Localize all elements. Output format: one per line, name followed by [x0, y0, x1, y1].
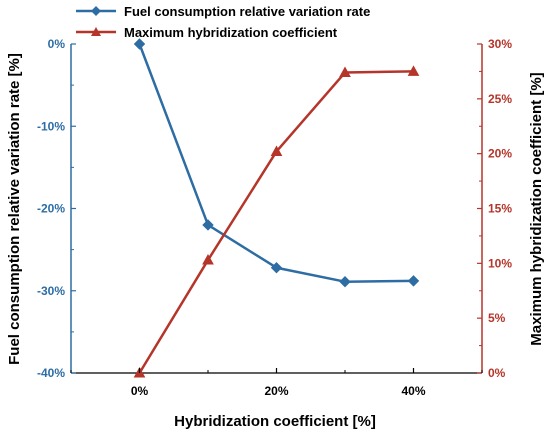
tick-layer: 0% -10% -20% -30% -40% 0% 5% 10% 15% 20% 25% 30% 0% 2… [37, 37, 512, 398]
fuel-consumption-point [339, 275, 351, 288]
legend-diamond-marker [91, 6, 101, 16]
legend-label-hybrid: Maximum hybridization coefficient [124, 25, 338, 40]
fuel-consumption-point [133, 38, 146, 50]
hybridization-point [202, 254, 214, 265]
hybridization-point [407, 65, 420, 76]
y-right-tick-label: 5% [488, 311, 506, 325]
plot-area [70, 44, 483, 374]
series-layer [133, 38, 420, 378]
legend: Fuel consumption relative variation rate… [76, 4, 370, 40]
y-left-tick-label: -20% [37, 202, 65, 216]
fuel-consumption-point [270, 262, 283, 274]
legend-triangle-marker [91, 27, 101, 36]
fuel-consumption-line [138, 43, 414, 283]
x-tick-label: 0% [131, 384, 149, 398]
y-left-tick-label: -40% [37, 366, 65, 380]
x-tick-label: 40% [401, 384, 425, 398]
y-right-axis-label: Maximum hybridization coefficient [%] [528, 72, 545, 345]
y-left-tick-label: -30% [37, 284, 65, 298]
y-right-tick-label: 0% [488, 366, 506, 380]
y-left-tick-label: 0% [48, 37, 66, 51]
y-right-tick-label: 20% [488, 147, 512, 161]
hybridization-point [270, 145, 283, 156]
legend-item-hybrid: Maximum hybridization coefficient [76, 25, 338, 40]
hybridization-point [339, 66, 351, 78]
y-right-tick-label: 15% [488, 202, 512, 216]
legend-item-fuel: Fuel consumption relative variation rate [76, 4, 370, 19]
legend-label-fuel: Fuel consumption relative variation rate [124, 4, 370, 19]
fuel-consumption-point [202, 219, 214, 231]
y-right-tick-label: 30% [488, 37, 512, 51]
x-tick-label: 20% [264, 384, 288, 398]
x-axis-label: Hybridization coefficient [%] [174, 413, 376, 430]
hybridization-line [138, 70, 414, 374]
y-right-tick-label: 10% [488, 256, 512, 270]
fuel-consumption-point [407, 275, 420, 287]
y-left-tick-label: -10% [37, 119, 65, 133]
y-right-tick-label: 25% [488, 92, 512, 106]
y-left-axis-label: Fuel consumption relative variation rate… [6, 53, 23, 365]
